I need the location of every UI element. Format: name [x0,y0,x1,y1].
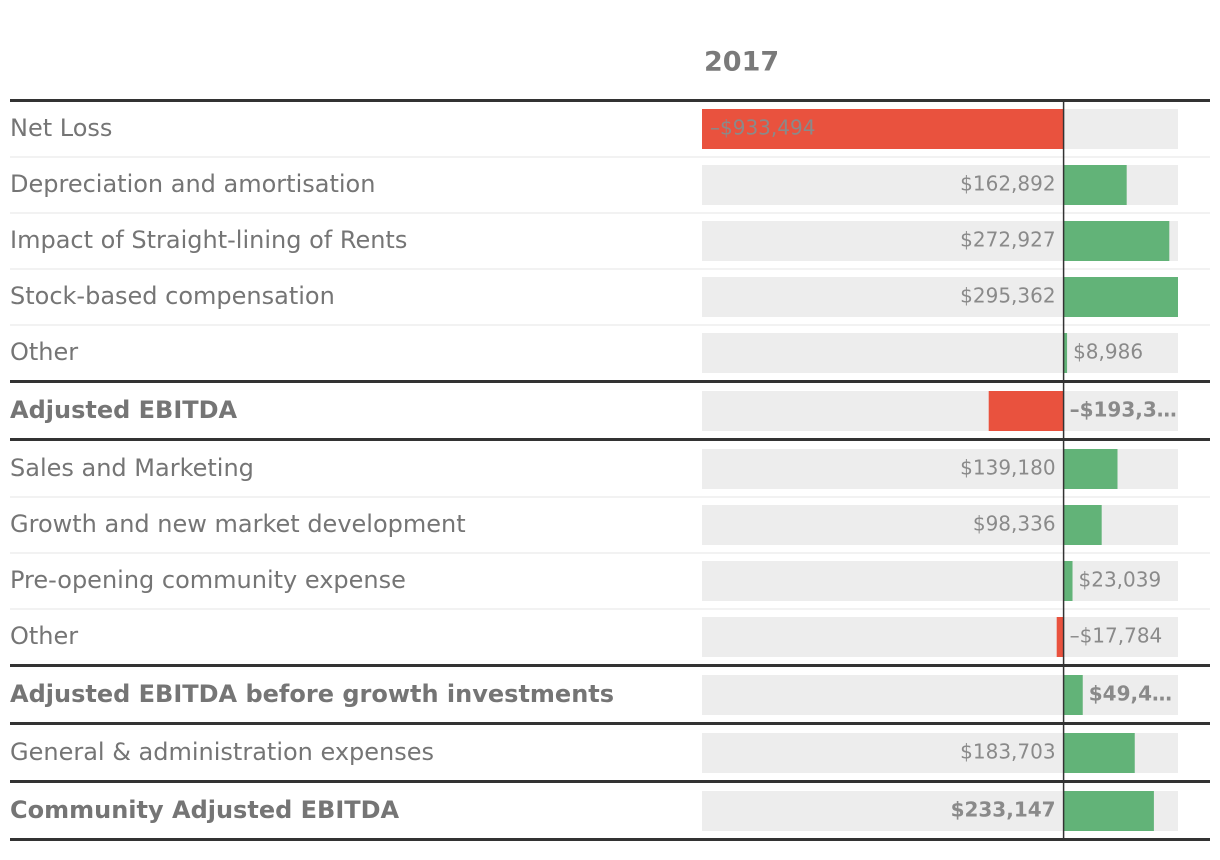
column-header: 2017 [704,47,779,78]
row-label: Other [10,338,78,366]
row-label: Adjusted EBITDA before growth investment… [10,680,614,708]
bar [1063,505,1102,545]
rule [10,838,1210,841]
bar-track [702,617,1178,657]
bar [1063,165,1127,205]
value-label: $295,362 [960,284,1055,308]
row-label: Depreciation and amortisation [10,170,375,198]
value-label: $8,986 [1073,340,1143,364]
value-label: –$193,3… [1070,398,1177,422]
row-label: General & administration expenses [10,738,434,766]
bar [1063,791,1154,831]
bar [1056,617,1064,657]
value-label: $183,703 [960,740,1055,764]
bar [1063,221,1170,261]
rule [10,780,1210,783]
bar-track [702,333,1178,373]
value-label: $233,147 [951,798,1056,822]
value-label: $162,892 [960,172,1055,196]
bar [1063,561,1073,601]
bar [702,109,1064,149]
bar [1063,333,1068,373]
rule [10,99,1210,102]
bar-track [702,391,1178,431]
bar [1063,449,1118,489]
rule [10,664,1210,667]
bar-track [702,675,1178,715]
value-label: $23,039 [1079,568,1162,592]
row-label: Other [10,622,78,650]
row-label: Growth and new market development [10,510,466,538]
value-label: –$17,784 [1070,624,1163,648]
value-label: $98,336 [973,512,1056,536]
row-label: Pre-opening community expense [10,566,406,594]
row-label: Adjusted EBITDA [10,396,238,424]
rule [10,722,1210,725]
row-label: Net Loss [10,114,112,142]
bar [1063,733,1135,773]
row-label: Sales and Marketing [10,454,254,482]
row-label: Impact of Straight-lining of Rents [10,226,407,254]
rule [10,380,1210,383]
value-label: $139,180 [960,456,1055,480]
rule [10,438,1210,441]
row-label: Community Adjusted EBITDA [10,796,400,824]
value-label: –$933,494 [710,116,815,140]
bar [1063,675,1083,715]
bar-track [702,561,1178,601]
value-label: $49,4… [1089,682,1172,706]
value-label: $272,927 [960,228,1055,252]
bar [1063,277,1178,317]
row-label: Stock-based compensation [10,282,335,310]
bar [988,391,1064,431]
bar-track [702,505,1178,545]
